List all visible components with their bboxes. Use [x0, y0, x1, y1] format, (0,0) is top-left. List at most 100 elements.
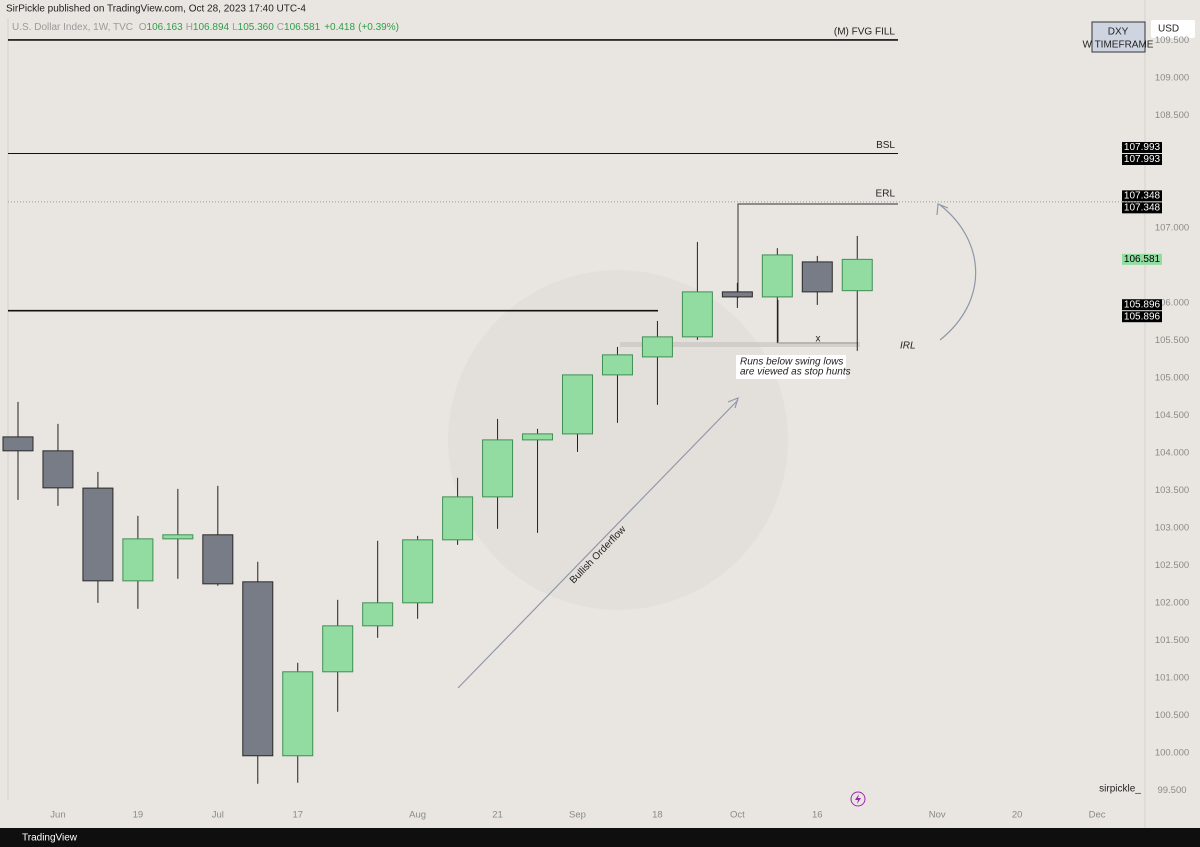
y-tick-label: 99.500 [1157, 785, 1186, 796]
footer [0, 828, 1200, 847]
x-marker: x [816, 334, 821, 345]
ticker-box: DXY W TIMEFRAME [1083, 21, 1154, 53]
y-tick-label: 100.500 [1155, 710, 1189, 721]
price-tag [1122, 153, 1162, 165]
currency-box [1151, 20, 1195, 38]
x-tick-label: 21 [492, 810, 503, 821]
y-tick-label: 106.000 [1155, 297, 1189, 308]
x-tick-label: Oct [730, 810, 745, 821]
candle-body [442, 496, 474, 541]
x-tick-label: 17 [292, 810, 303, 821]
event-icon[interactable] [850, 791, 866, 807]
candle-body [841, 258, 873, 292]
candle-body [761, 254, 793, 298]
price-tag [1122, 311, 1162, 323]
note-box [736, 355, 846, 379]
x-tick-label: Sep [569, 810, 586, 821]
ohlc-value: 105.360 [238, 22, 275, 33]
ohlc-value: 106.581 [284, 22, 321, 33]
candle-body [601, 354, 633, 376]
y-tick-label: 102.500 [1155, 560, 1189, 571]
curved-arrow [939, 204, 977, 341]
candle-body [721, 291, 753, 298]
price-tag [1122, 202, 1162, 214]
candle-body [402, 539, 434, 604]
x-tick-label: Aug [409, 810, 426, 821]
ticker: DXY [1108, 27, 1129, 38]
candle-body [122, 538, 154, 582]
x-tick-label: 20 [1012, 810, 1023, 821]
x-tick-label: Dec [1089, 810, 1106, 821]
erl-bracket [737, 203, 898, 298]
candle-body [42, 450, 74, 489]
price-tag [1122, 299, 1162, 311]
candle-body [561, 374, 593, 435]
candle-body [522, 433, 554, 441]
price-tag-label: 106.581 [1124, 254, 1161, 265]
change: +0.418 [324, 22, 355, 33]
y-tick-label: 105.000 [1155, 372, 1189, 383]
price-tag-label: 107.348 [1124, 202, 1161, 213]
y-tick-label: 103.000 [1155, 522, 1189, 533]
candle-body [801, 261, 833, 293]
y-tick-label: 108.500 [1155, 110, 1189, 121]
candle-body [482, 439, 514, 498]
arrowhead [727, 396, 739, 409]
price-tag [1122, 190, 1162, 202]
candle-body [322, 625, 354, 673]
candle-body [242, 581, 274, 757]
ohlc-value: 106.163 [147, 22, 184, 33]
ohlc-letter: L [232, 22, 238, 33]
currency: USD [1158, 24, 1179, 35]
note-line: are viewed as stop hunts [740, 367, 851, 378]
x-tick-label: Jun [50, 810, 65, 821]
ticker-box-bg [1091, 21, 1146, 53]
level-label: ERL [876, 188, 896, 199]
candle-body [641, 336, 673, 358]
y-tick-label: 109.500 [1155, 35, 1189, 46]
y-tick-label: 104.500 [1155, 410, 1189, 421]
ohlc-letter: O [139, 22, 147, 33]
level-label: BSL [876, 140, 895, 151]
event-icon-bolt [855, 794, 861, 804]
orderflow-arrow [457, 399, 739, 689]
legend: U.S. Dollar Index, 1W, TVC O106.163 H106.… [12, 22, 399, 33]
y-tick-label: 105.500 [1155, 335, 1189, 346]
ohlc-value: 106.894 [193, 22, 230, 33]
x-tick-label: 16 [812, 810, 823, 821]
arrowhead [936, 203, 949, 216]
y-tick-label: 102.000 [1155, 597, 1189, 608]
price-tag-label: 107.993 [1124, 142, 1161, 153]
candle-body [202, 534, 234, 585]
price-tag [1122, 253, 1162, 265]
price-tag-label: 107.348 [1124, 190, 1161, 201]
price-tag-label: 105.896 [1124, 311, 1161, 322]
irl-zone [620, 342, 860, 347]
watermark: sirpickle_ [1099, 784, 1141, 795]
candle-body [282, 671, 314, 757]
irl-label: IRL [900, 341, 916, 352]
candle-body [2, 436, 34, 452]
candle-body [162, 534, 194, 540]
y-tick-label: 101.000 [1155, 672, 1189, 683]
y-tick-label: 100.000 [1155, 747, 1189, 758]
y-tick-label: 103.500 [1155, 485, 1189, 496]
y-tick-label: 101.500 [1155, 635, 1189, 646]
ohlc-letter: C [277, 22, 284, 33]
timeframe: W TIMEFRAME [1083, 40, 1154, 51]
x-tick-label: 19 [133, 810, 144, 821]
brand: TradingView [22, 833, 78, 844]
y-tick-label: 104.000 [1155, 447, 1189, 458]
note-line: Runs below swing lows [740, 357, 843, 368]
change-pct: (+0.39%) [358, 22, 399, 33]
x-tick-label: 18 [652, 810, 663, 821]
candle-body [681, 291, 713, 338]
price-tag-label: 107.993 [1124, 154, 1161, 165]
candle-body [82, 487, 114, 582]
x-tick-label: Jul [212, 810, 224, 821]
price-tag [1122, 141, 1162, 153]
candle-body [362, 602, 394, 627]
